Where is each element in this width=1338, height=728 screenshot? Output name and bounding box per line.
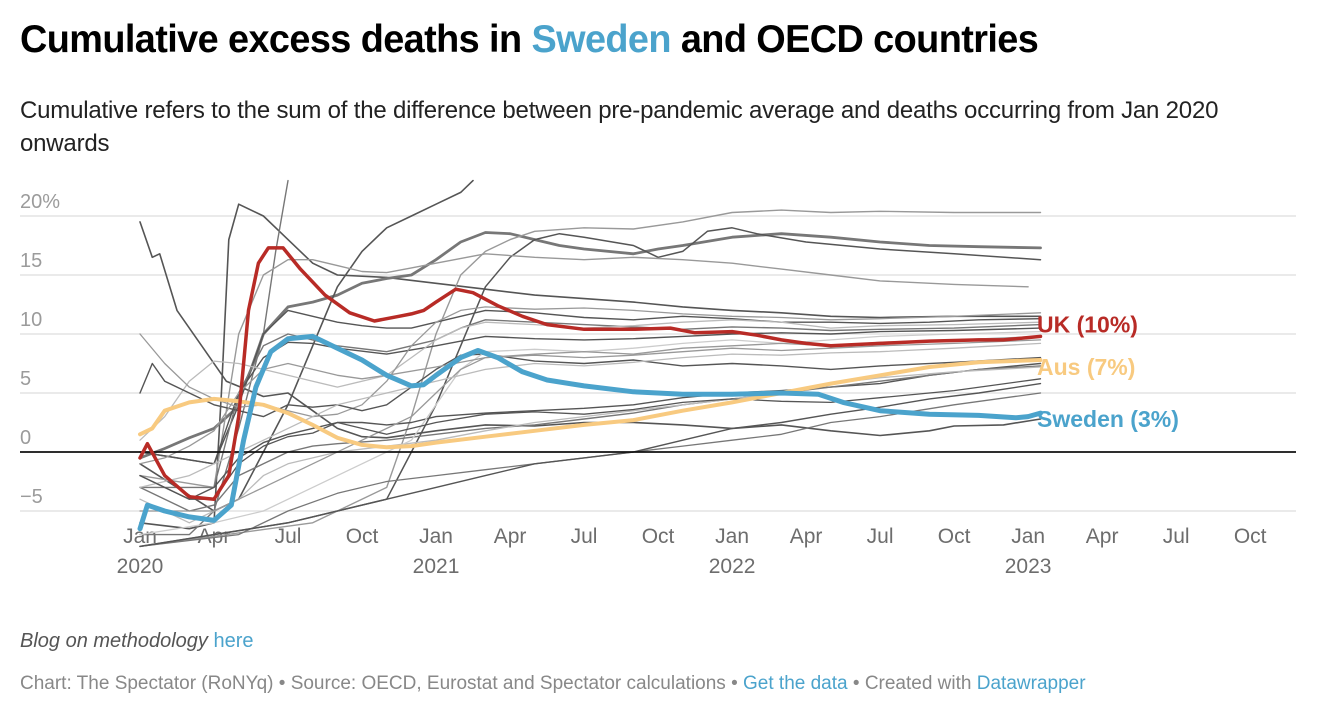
datawrapper-link[interactable]: Datawrapper (976, 673, 1086, 694)
series-line-aus (138, 358, 1043, 450)
x-tick-year-label: 2021 (413, 555, 460, 578)
chart-footer: Chart: The Spectator (RoNYq) • Source: O… (20, 673, 1086, 695)
country-line (139, 342, 1042, 489)
footer-source: Source: OECD, Eurostat and Spectator cal… (290, 673, 726, 694)
x-tick-label: Apr (790, 525, 823, 548)
methodology-note-text: Blog on methodology (20, 630, 214, 652)
methodology-note: Blog on methodology here (20, 630, 254, 653)
country-line (139, 227, 1042, 548)
x-tick-label: Oct (938, 525, 971, 548)
y-tick-label: 5 (20, 368, 31, 390)
country-line (139, 203, 1042, 530)
background-country-lines (138, 179, 1042, 548)
x-tick-year-label: 2022 (709, 555, 756, 578)
chart-title: Cumulative excess deaths in Sweden and O… (20, 18, 1039, 62)
country-line (139, 335, 1042, 465)
series-label: UK (10%) (1037, 312, 1138, 338)
x-axis-ticks: Jan 2020 Apr Jul Oct Jan 2021 Apr Jul Oct Jan 2022 A… (117, 525, 1267, 578)
highlighted-country-lines (137, 246, 1043, 532)
get-the-data-link[interactable]: Get the data (743, 673, 848, 694)
x-tick-label: Apr (494, 525, 527, 548)
title-part-2: and OECD countries (670, 18, 1039, 61)
series-label: Sweden (3%) (1037, 406, 1179, 432)
country-line (139, 179, 289, 536)
x-tick-label: Oct (346, 525, 379, 548)
x-tick-label: Jan (715, 525, 749, 548)
x-tick-label: Jul (867, 525, 894, 548)
country-line (139, 319, 1042, 489)
x-tick-label: Apr (1086, 525, 1119, 548)
country-line (139, 319, 1042, 441)
x-tick-label: Jan (1011, 525, 1045, 548)
series-label: Aus (7%) (1037, 354, 1135, 380)
x-tick-label: Jan (123, 525, 157, 548)
y-tick-label: 20% (20, 191, 60, 213)
title-part-1: Cumulative excess deaths in (20, 18, 532, 61)
x-tick-year-label: 2020 (117, 555, 164, 578)
footer-separator: • (273, 673, 291, 694)
country-line (139, 309, 1042, 465)
footer-credit: Chart: The Spectator (RoNYq) (20, 673, 274, 694)
series-labels: UK (10%) Aus (7%) Sweden (3%) (1037, 312, 1179, 432)
methodology-link[interactable]: here (213, 630, 254, 652)
x-tick-year-label: 2023 (1005, 555, 1052, 578)
y-tick-label: 15 (20, 250, 42, 272)
line-chart: 20% 15 10 5 0 −5 Jan 2020 Apr Jul Oct Jan 2021 Apr Ju… (20, 179, 1296, 578)
country-line (139, 382, 1042, 548)
y-axis-ticks: 20% 15 10 5 0 −5 (20, 191, 60, 508)
country-line (139, 253, 1029, 489)
country-line (139, 353, 1042, 418)
country-line (139, 366, 1042, 524)
country-line (139, 179, 474, 512)
country-line (139, 362, 1042, 500)
footer-created-with: Created with (864, 673, 977, 694)
gridlines (20, 215, 1296, 512)
y-tick-label: −5 (20, 486, 43, 508)
x-tick-label: Jul (1163, 525, 1190, 548)
y-tick-label: 10 (20, 309, 42, 331)
country-line (139, 339, 1042, 512)
country-line (139, 330, 1042, 536)
country-line (139, 221, 1042, 439)
x-tick-label: Jul (571, 525, 598, 548)
series-line-sweden (137, 333, 1043, 532)
y-tick-label: 0 (20, 427, 31, 449)
title-highlight-sweden: Sweden (531, 18, 671, 61)
country-line (139, 209, 1042, 548)
footer-separator: • (847, 673, 865, 694)
footer-separator: • (725, 673, 744, 694)
series-line-uk (138, 246, 1043, 501)
chart-subtitle: Cumulative refers to the sum of the diff… (20, 97, 1219, 157)
x-tick-label: Jul (275, 525, 302, 548)
x-tick-label: Jan (419, 525, 453, 548)
x-tick-label: Oct (642, 525, 675, 548)
x-tick-label: Oct (1234, 525, 1267, 548)
